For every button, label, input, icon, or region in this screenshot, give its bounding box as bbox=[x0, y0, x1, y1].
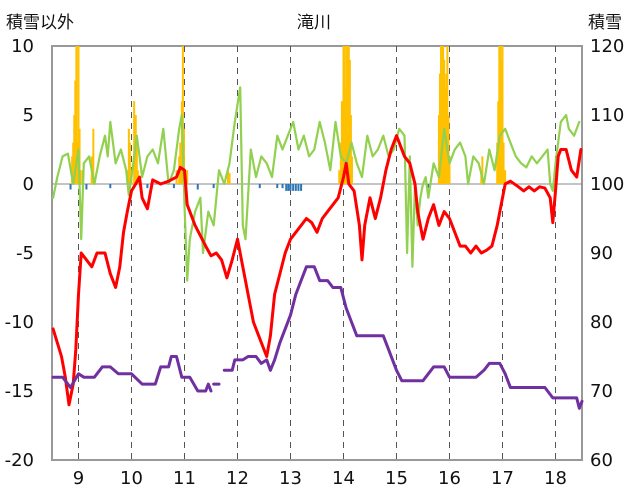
x-tick-label: 17 bbox=[491, 468, 514, 489]
blue-bar bbox=[292, 184, 295, 191]
orange-bar bbox=[502, 142, 505, 184]
orange-bar bbox=[338, 170, 341, 184]
orange-bar bbox=[339, 142, 342, 184]
orange-bar bbox=[186, 170, 189, 184]
blue-bar bbox=[212, 184, 215, 189]
orange-bar bbox=[344, 87, 347, 184]
blue-bar bbox=[258, 184, 261, 189]
purple-series-line-0 bbox=[51, 355, 213, 393]
orange-bar bbox=[346, 46, 349, 184]
orange-bar bbox=[442, 46, 445, 184]
y-left-tick-label: -5 bbox=[16, 243, 34, 264]
orange-bar bbox=[340, 101, 343, 184]
orange-bar bbox=[443, 59, 446, 184]
blue-bar bbox=[69, 184, 72, 190]
orange-bar bbox=[345, 46, 348, 184]
orange-bar bbox=[348, 59, 351, 184]
y-right-tick-label: 100 bbox=[590, 174, 624, 195]
blue-bar bbox=[281, 184, 284, 189]
blue-bar bbox=[285, 184, 288, 191]
y-left-tick-label: -10 bbox=[5, 312, 34, 333]
x-tick-label: 9 bbox=[73, 468, 84, 489]
blue-bar bbox=[85, 184, 88, 190]
orange-bar bbox=[438, 73, 441, 184]
orange-bar bbox=[445, 73, 448, 184]
x-tick-label: 10 bbox=[120, 468, 143, 489]
x-tick-label: 13 bbox=[279, 468, 302, 489]
x-tick-label: 14 bbox=[332, 468, 355, 489]
y-right-tick-label: 90 bbox=[590, 243, 613, 264]
tick-labels: 9 10 11 12 13 14 15 16 17 18 10 5 0 -5 -10 -15 -20 120 110… bbox=[5, 36, 625, 489]
red-series-line bbox=[51, 134, 583, 407]
orange-bar bbox=[496, 142, 499, 184]
orange-bar bbox=[498, 46, 501, 184]
orange-bar bbox=[75, 46, 78, 184]
y-right-tick-label: 120 bbox=[590, 36, 624, 57]
orange-bar bbox=[440, 46, 443, 184]
orange-bar bbox=[226, 170, 229, 184]
blue-bar bbox=[172, 184, 175, 189]
y-left-tick-label: -15 bbox=[5, 381, 34, 402]
orange-bar bbox=[500, 59, 503, 184]
orange-bar bbox=[228, 172, 231, 184]
blue-bar bbox=[196, 184, 199, 190]
orange-bar bbox=[179, 142, 182, 184]
blue-bar bbox=[294, 184, 297, 191]
blue-bar bbox=[300, 184, 303, 191]
orange-bar bbox=[350, 156, 353, 184]
blue-bar bbox=[427, 184, 430, 189]
orange-bar bbox=[79, 170, 82, 184]
blue-bar bbox=[287, 184, 290, 191]
right-axis-title: 積雪 bbox=[588, 13, 622, 33]
orange-bar bbox=[501, 46, 504, 184]
plot-area bbox=[51, 45, 583, 461]
orange-bar bbox=[448, 156, 451, 184]
blue-bar bbox=[146, 184, 149, 189]
orange-bar bbox=[342, 46, 345, 184]
orange-bar bbox=[135, 142, 138, 184]
y-left-tick-label: -20 bbox=[5, 450, 34, 471]
y-left-tick-label: 0 bbox=[23, 174, 34, 195]
purple-series-line-2 bbox=[222, 265, 584, 410]
x-tick-label: 12 bbox=[226, 468, 249, 489]
orange-bar bbox=[349, 115, 352, 184]
y-right-tick-label: 60 bbox=[590, 450, 613, 471]
orange-bar bbox=[347, 46, 350, 184]
y-left-tick-label: 10 bbox=[11, 36, 34, 57]
left-axis-title: 積雪以外 bbox=[6, 13, 74, 33]
orange-bar bbox=[481, 156, 484, 184]
y-right-tick-label: 80 bbox=[590, 312, 613, 333]
orange-bar bbox=[446, 46, 449, 184]
x-tick-label: 16 bbox=[438, 468, 461, 489]
lines bbox=[51, 86, 584, 410]
orange-bar bbox=[92, 128, 95, 184]
orange-bar bbox=[441, 46, 444, 184]
y-right-tick-label: 70 bbox=[590, 381, 613, 402]
orange-bar bbox=[73, 115, 76, 184]
orange-bar bbox=[181, 46, 184, 184]
orange-bar bbox=[133, 101, 136, 184]
orange-bar bbox=[71, 156, 74, 184]
orange-bar bbox=[128, 142, 131, 184]
orange-bar bbox=[127, 128, 130, 184]
orange-bar bbox=[72, 142, 75, 184]
x-tick-label: 11 bbox=[173, 468, 196, 489]
blue-bar bbox=[289, 184, 292, 191]
blue-bar bbox=[109, 184, 112, 189]
orange-bar bbox=[77, 46, 80, 184]
x-tick-label: 18 bbox=[544, 468, 567, 489]
y-right-tick-label: 110 bbox=[590, 105, 624, 126]
y-left-tick-label: 5 bbox=[23, 105, 34, 126]
blue-bar bbox=[297, 184, 300, 191]
orange-bar bbox=[499, 46, 502, 184]
x-tick-label: 15 bbox=[385, 468, 408, 489]
orange-bar bbox=[343, 46, 346, 184]
green-series-line bbox=[52, 86, 581, 282]
orange-bar bbox=[437, 115, 440, 184]
orange-bar bbox=[74, 80, 77, 184]
orange-bar bbox=[504, 170, 507, 184]
blue-bar bbox=[276, 184, 279, 189]
chart-title: 滝川 bbox=[297, 13, 331, 33]
